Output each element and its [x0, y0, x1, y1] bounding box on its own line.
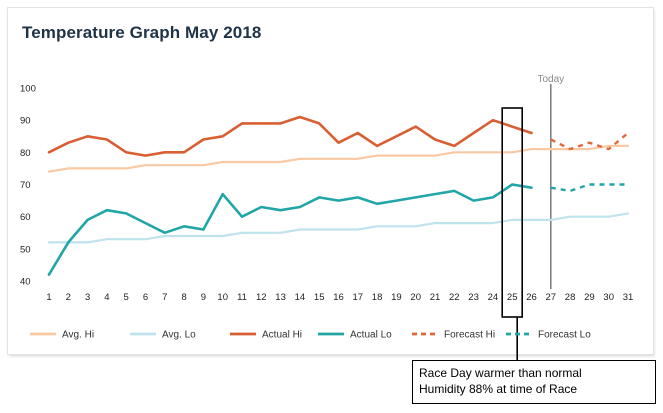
x-tick-label: 19 — [391, 292, 402, 303]
x-tick-label: 1 — [46, 292, 51, 303]
series-line-forecast-hi — [550, 132, 629, 151]
race-day-highlight — [501, 107, 524, 360]
x-tick-label: 30 — [603, 292, 614, 303]
series-line-forecast-lo — [550, 183, 628, 193]
x-tick-label: 27 — [546, 292, 557, 303]
chart-title: Temperature Graph May 2018 — [22, 23, 262, 42]
x-tick-label: 8 — [181, 292, 186, 303]
legend-label: Avg. Lo — [162, 330, 196, 341]
x-tick-label: 21 — [430, 292, 441, 303]
series-lines — [47, 115, 630, 276]
x-tick-label: 2 — [66, 292, 71, 303]
x-tick-label: 25 — [507, 292, 518, 303]
y-tick-label: 50 — [20, 244, 31, 255]
x-tick-label: 3 — [85, 292, 90, 303]
x-tick-label: 14 — [295, 292, 306, 303]
legend-label: Forecast Lo — [538, 330, 591, 341]
race-day-box — [501, 107, 524, 318]
x-tick-label: 10 — [217, 292, 228, 303]
annotation-line-1: Race Day warmer than normal — [419, 366, 582, 380]
x-tick-label: 7 — [162, 292, 167, 303]
race-day-annotation: Race Day warmer than normal Humidity 88%… — [412, 360, 656, 404]
x-tick-label: 18 — [372, 292, 383, 303]
x-tick-label: 4 — [104, 292, 109, 303]
x-axis-ticks: 1 2 3 4 5 6 7 8 9 10 11 12 13 14 15 16 17 18 19 20 21 22 23 24 2… — [46, 292, 633, 303]
legend-label: Actual Hi — [262, 330, 302, 341]
x-tick-label: 11 — [237, 292, 247, 303]
annotation-line-2: Humidity 88% at time of Race — [419, 382, 578, 396]
series-line-avg-lo — [47, 212, 630, 244]
x-tick-label: 6 — [143, 292, 148, 303]
legend-label: Forecast Hi — [444, 330, 495, 341]
x-tick-label: 16 — [333, 292, 344, 303]
x-tick-label: 15 — [314, 292, 325, 303]
x-tick-label: 13 — [275, 292, 286, 303]
x-tick-label: 12 — [256, 292, 267, 303]
y-tick-label: 60 — [20, 212, 31, 223]
x-tick-label: 9 — [201, 292, 206, 303]
x-tick-label: 23 — [468, 292, 479, 303]
y-axis-ticks: 40 50 60 70 80 90 100 — [20, 84, 36, 288]
x-tick-label: 28 — [565, 292, 576, 303]
series-line-actual-lo — [47, 183, 533, 276]
x-tick-label: 24 — [488, 292, 499, 303]
today-marker: Today — [537, 74, 564, 289]
y-tick-label: 40 — [20, 277, 31, 288]
legend-label: Avg. Hi — [62, 330, 94, 341]
today-label: Today — [537, 74, 564, 85]
x-tick-label: 20 — [410, 292, 421, 303]
chart-legend: Avg. Hi Avg. Lo Actual Hi Actual Lo Forecast… — [30, 330, 591, 341]
x-tick-label: 17 — [353, 292, 364, 303]
chart-panel — [8, 8, 653, 354]
x-tick-label: 29 — [584, 292, 595, 303]
y-tick-label: 90 — [20, 116, 31, 127]
series-line-actual-hi — [47, 115, 533, 157]
series-line-avg-hi — [47, 144, 630, 173]
x-tick-label: 5 — [124, 292, 129, 303]
x-tick-label: 31 — [623, 292, 634, 303]
y-tick-label: 70 — [20, 180, 31, 191]
legend-label: Actual Lo — [350, 330, 392, 341]
x-tick-label: 22 — [449, 292, 460, 303]
y-tick-label: 80 — [20, 148, 31, 159]
y-tick-label: 100 — [20, 84, 36, 95]
x-tick-label: 26 — [526, 292, 537, 303]
